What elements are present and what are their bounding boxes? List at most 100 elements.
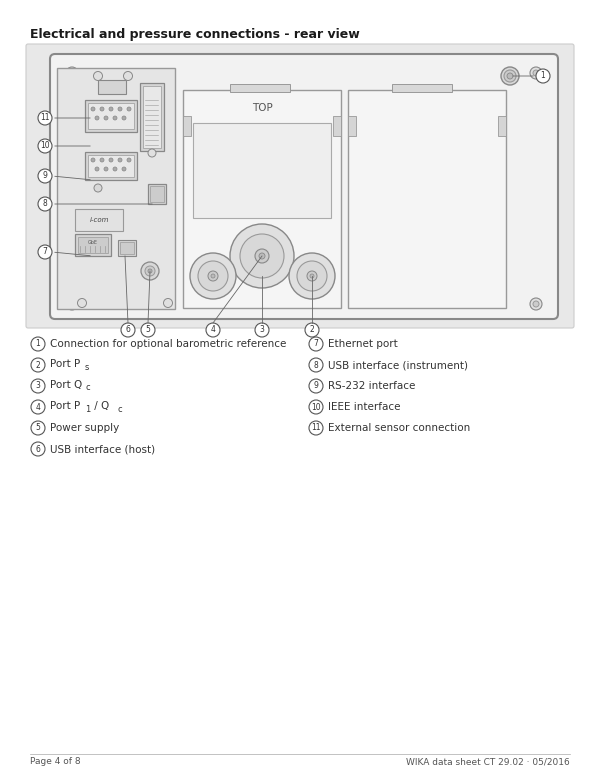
Circle shape (309, 421, 323, 435)
Text: 1: 1 (541, 71, 545, 81)
Text: 7: 7 (43, 248, 47, 257)
Circle shape (122, 167, 126, 171)
Circle shape (69, 70, 75, 76)
Circle shape (31, 379, 45, 393)
Circle shape (141, 323, 155, 337)
Text: USB interface (host): USB interface (host) (50, 444, 155, 454)
Bar (498, 116, 506, 136)
Circle shape (95, 116, 99, 120)
Text: Port Q: Port Q (50, 380, 82, 390)
Circle shape (38, 139, 52, 153)
Circle shape (289, 253, 335, 299)
Circle shape (113, 167, 117, 171)
Circle shape (536, 69, 550, 83)
Bar (57, 68, 175, 309)
Text: 11: 11 (311, 424, 321, 432)
Circle shape (113, 116, 117, 120)
Text: 1: 1 (85, 404, 90, 414)
Bar (392, 84, 452, 92)
Circle shape (38, 245, 52, 259)
Circle shape (38, 197, 52, 211)
Circle shape (305, 323, 319, 337)
Circle shape (530, 298, 542, 310)
Circle shape (91, 107, 95, 111)
Text: 3: 3 (35, 382, 40, 390)
Text: 5: 5 (35, 424, 40, 432)
Text: Port P: Port P (50, 359, 80, 369)
Circle shape (100, 107, 104, 111)
Circle shape (211, 274, 215, 278)
Text: 8: 8 (314, 361, 319, 369)
Circle shape (307, 271, 317, 281)
Circle shape (148, 149, 156, 157)
Text: USB interface (instrument): USB interface (instrument) (328, 360, 468, 370)
Text: Page 4 of 8: Page 4 of 8 (30, 757, 80, 767)
Circle shape (230, 224, 294, 288)
Bar (78, 237, 108, 253)
Circle shape (148, 269, 152, 273)
Circle shape (31, 358, 45, 372)
Circle shape (77, 299, 86, 307)
Circle shape (118, 158, 122, 162)
Text: 10: 10 (40, 141, 50, 151)
Bar (143, 86, 161, 148)
Circle shape (309, 400, 323, 414)
FancyBboxPatch shape (26, 44, 574, 328)
Bar (75, 234, 111, 256)
Circle shape (127, 158, 131, 162)
Circle shape (91, 158, 95, 162)
Text: IEEE interface: IEEE interface (328, 402, 401, 412)
Text: 9: 9 (314, 382, 319, 390)
Text: 5: 5 (146, 325, 151, 334)
Circle shape (309, 358, 323, 372)
Bar (348, 116, 356, 136)
Text: External sensor connection: External sensor connection (328, 423, 470, 433)
Circle shape (94, 71, 103, 81)
Bar (85, 152, 137, 180)
Bar (120, 242, 134, 254)
Circle shape (109, 107, 113, 111)
Circle shape (127, 107, 131, 111)
Circle shape (141, 262, 159, 280)
Text: 2: 2 (35, 361, 40, 369)
Bar (140, 83, 164, 151)
Text: 4: 4 (35, 403, 40, 411)
Text: 6: 6 (125, 325, 130, 334)
Circle shape (38, 111, 52, 125)
Circle shape (206, 323, 220, 337)
Text: i-com: i-com (89, 217, 109, 223)
Text: 10: 10 (311, 403, 321, 411)
Text: s: s (85, 362, 89, 372)
Text: RS-232 interface: RS-232 interface (328, 381, 415, 391)
Circle shape (104, 167, 108, 171)
Text: Ethernet port: Ethernet port (328, 339, 398, 349)
Bar (98, 80, 126, 94)
Text: 2: 2 (310, 325, 314, 334)
Text: 7: 7 (314, 340, 319, 348)
Circle shape (124, 71, 133, 81)
Circle shape (121, 323, 135, 337)
Circle shape (198, 261, 228, 291)
Circle shape (66, 298, 78, 310)
Circle shape (240, 234, 284, 278)
FancyBboxPatch shape (50, 54, 558, 319)
Text: 9: 9 (43, 171, 47, 181)
Circle shape (255, 323, 269, 337)
Bar (88, 155, 134, 177)
Text: GbE: GbE (88, 240, 98, 244)
Circle shape (31, 421, 45, 435)
Text: TOP: TOP (251, 103, 272, 113)
Text: 8: 8 (43, 199, 47, 209)
Bar (85, 100, 137, 132)
Circle shape (118, 107, 122, 111)
Bar (150, 186, 164, 202)
Bar (75, 209, 123, 231)
Circle shape (533, 70, 539, 76)
Circle shape (297, 261, 327, 291)
Circle shape (530, 67, 542, 79)
Circle shape (309, 337, 323, 351)
Text: WIKA data sheet CT 29.02 · 05/2016: WIKA data sheet CT 29.02 · 05/2016 (406, 757, 570, 767)
Bar (88, 103, 134, 129)
Text: 11: 11 (40, 113, 50, 123)
Circle shape (95, 167, 99, 171)
